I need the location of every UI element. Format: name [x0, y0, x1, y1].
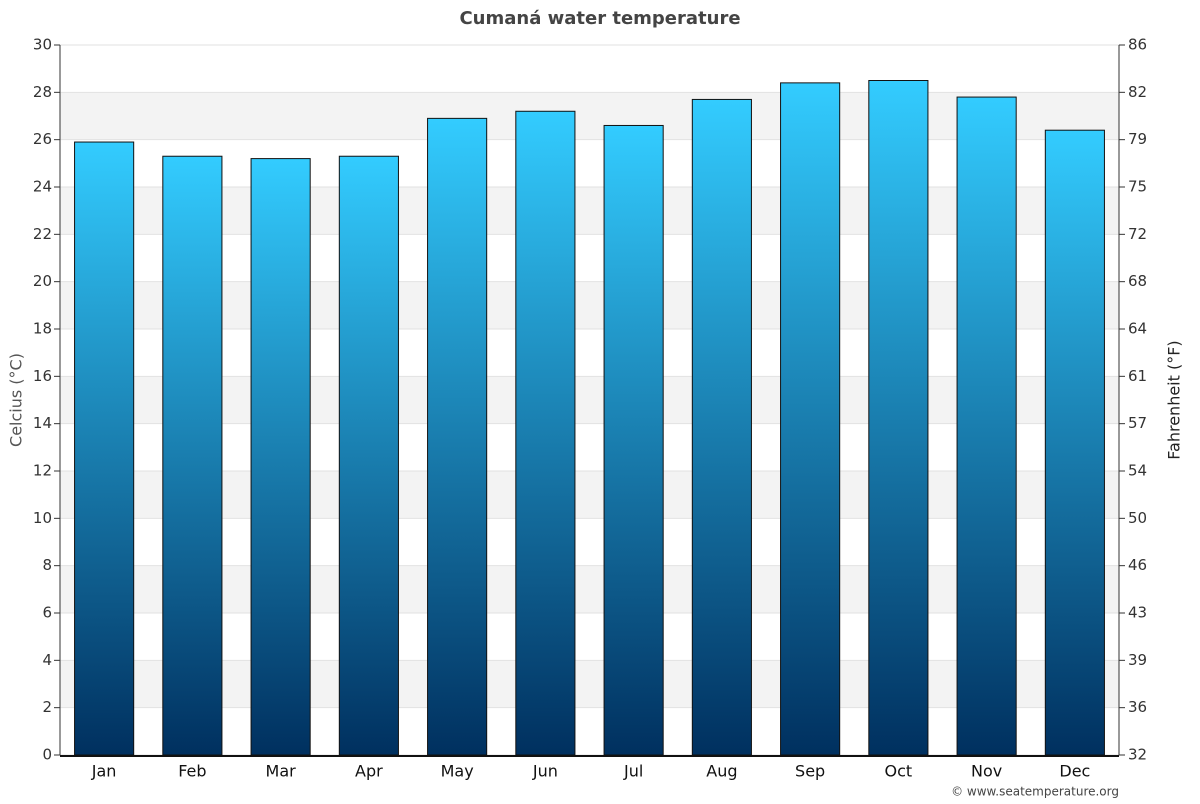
y2-tick-label: 54 — [1128, 462, 1147, 480]
y2-tick-label: 79 — [1128, 130, 1147, 148]
y2-tick-label: 43 — [1128, 604, 1147, 622]
bar — [956, 96, 1017, 756]
y2-tick-label: 50 — [1128, 509, 1147, 527]
y2-tick-label: 64 — [1128, 320, 1147, 338]
bar — [515, 110, 576, 756]
y-tick-label: 28 — [33, 83, 52, 101]
y-tick-label: 2 — [42, 698, 52, 716]
bar — [338, 155, 399, 756]
y-tick-label: 4 — [42, 651, 52, 669]
y-tick-label: 22 — [33, 225, 52, 243]
x-tick-label: Mar — [266, 762, 297, 781]
x-tick-label: Jan — [91, 762, 117, 781]
bar — [868, 80, 929, 756]
y-tick-label: 24 — [33, 178, 52, 196]
y2-tick-label: 46 — [1128, 556, 1147, 574]
y-tick-label: 26 — [33, 130, 52, 148]
bar — [780, 82, 841, 756]
y2-tick-label: 68 — [1128, 272, 1147, 290]
y2-tick-label: 82 — [1128, 83, 1147, 101]
x-tick-label: Apr — [355, 762, 383, 781]
grid-band — [60, 92, 1119, 140]
x-tick-label: May — [441, 762, 474, 781]
y-axis-label: Celcius (°C) — [7, 353, 26, 447]
x-tick-label: Aug — [706, 762, 737, 781]
y2-tick-label: 39 — [1128, 651, 1147, 669]
y2-tick-label: 86 — [1128, 36, 1147, 54]
y2-axis-label: Fahrenheit (°F) — [1165, 340, 1184, 459]
bar — [74, 141, 135, 756]
grid-band — [60, 376, 1119, 424]
bar — [603, 124, 664, 756]
grid-band — [60, 660, 1119, 708]
x-tick-label: Dec — [1059, 762, 1090, 781]
y-tick-label: 6 — [42, 604, 52, 622]
credit: © www.seatemperature.org — [951, 785, 1119, 799]
x-tick-label: Nov — [971, 762, 1002, 781]
bar — [691, 98, 752, 756]
x-tick-label: Oct — [885, 762, 913, 781]
y2-tick-label: 36 — [1128, 698, 1147, 716]
grid-band — [60, 471, 1119, 519]
y-tick-label: 14 — [33, 414, 52, 432]
bar — [427, 117, 488, 756]
y-tick-label: 10 — [33, 509, 52, 527]
grid-band — [60, 565, 1119, 613]
y-tick-label: 12 — [33, 462, 52, 480]
bar — [250, 158, 311, 756]
grid-band — [60, 281, 1119, 329]
y2-tick-label: 75 — [1128, 178, 1147, 196]
y-tick-label: 30 — [33, 36, 52, 54]
y2-tick-label: 57 — [1128, 414, 1147, 432]
y-tick-label: 20 — [33, 272, 52, 290]
chart-title: Cumaná water temperature — [459, 8, 740, 29]
y-tick-label: 8 — [42, 556, 52, 574]
y2-tick-label: 32 — [1128, 746, 1147, 764]
x-tick-label: Sep — [795, 762, 825, 781]
x-tick-label: Jul — [623, 762, 643, 781]
y-tick-label: 0 — [42, 746, 52, 764]
x-tick-label: Feb — [178, 762, 206, 781]
grid-band — [60, 187, 1119, 235]
bar — [162, 155, 223, 756]
y-tick-label: 16 — [33, 367, 52, 385]
x-tick-label: Jun — [532, 762, 558, 781]
y2-tick-label: 61 — [1128, 367, 1147, 385]
y-tick-label: 18 — [33, 320, 52, 338]
y2-tick-label: 72 — [1128, 225, 1147, 243]
bar — [1044, 129, 1105, 756]
